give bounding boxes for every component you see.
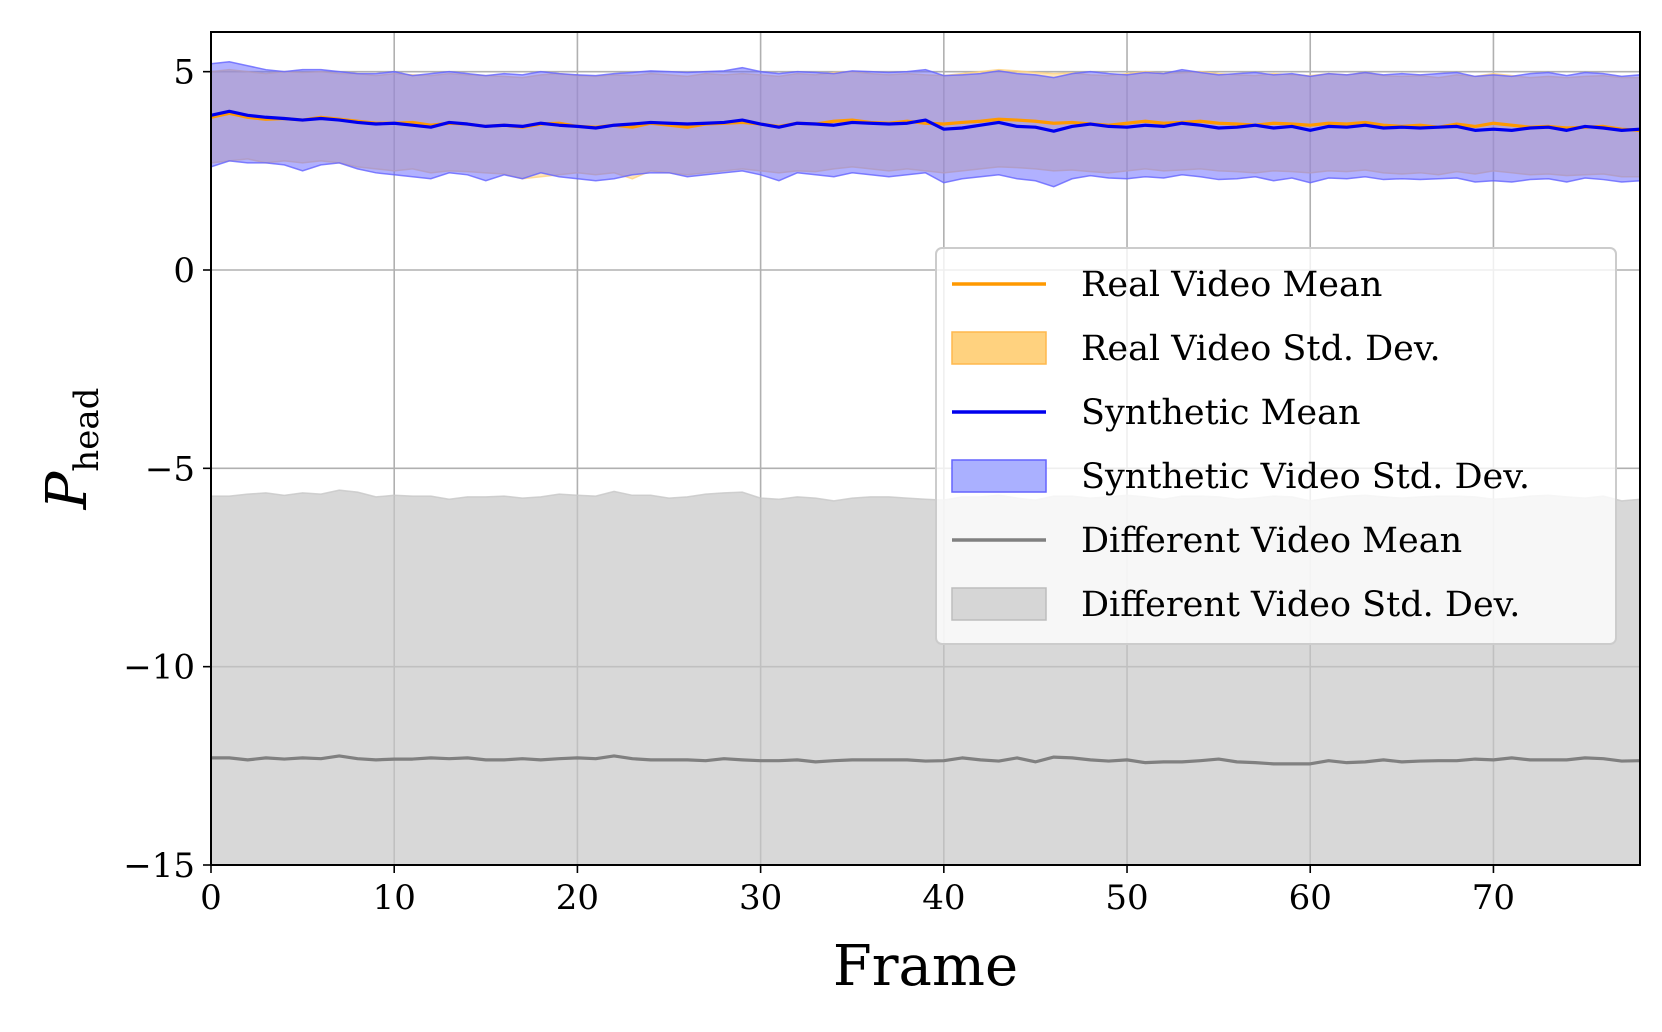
x-tick-label: 30 [739, 878, 782, 918]
y-axis-title-main: P [35, 470, 100, 510]
x-tick-label: 60 [1289, 878, 1332, 918]
legend-swatch-different-video-std-dev [951, 587, 1047, 621]
legend-label-real-video-mean: Real Video Mean [1081, 265, 1382, 305]
legend-label-synthetic-video-std-dev: Synthetic Video Std. Dev. [1081, 457, 1530, 497]
y-axis-title-subscript: head [67, 388, 107, 472]
mean-lines [210, 109, 1641, 766]
legend-swatch-synthetic-video-std-dev [951, 459, 1047, 493]
synthetic-mean-line [210, 109, 1641, 133]
y-tick-label: 0 [173, 251, 195, 291]
y-tick-label: −15 [123, 846, 195, 886]
legend-label-different-video-std-dev: Different Video Std. Dev. [1081, 585, 1520, 625]
x-tick-label: 40 [922, 878, 965, 918]
x-tick-label: 50 [1105, 878, 1148, 918]
plot-frame [210, 31, 1641, 866]
x-tick-label: 70 [1472, 878, 1515, 918]
legend-label-different-video-mean: Different Video Mean [1081, 521, 1462, 561]
different-video-mean-line [211, 754, 1641, 766]
legend-label-real-video-std-dev: Real Video Std. Dev. [1081, 329, 1441, 369]
y-tick-label: −5 [145, 449, 195, 489]
legend-swatch-real-video-std-dev [951, 331, 1047, 365]
legend: Real Video Mean Real Video Std. Dev. Synth… [935, 247, 1617, 645]
y-tick-label: −10 [123, 648, 195, 688]
x-tick-label: 10 [373, 878, 416, 918]
y-tick-label: 5 [173, 53, 195, 93]
x-axis-title: Frame [833, 934, 1018, 999]
x-tick-label: 0 [200, 878, 222, 918]
legend-label-synthetic-mean: Synthetic Mean [1081, 393, 1361, 433]
legend-box [935, 247, 1617, 645]
x-tick-label: 20 [556, 878, 599, 918]
y-axis-title: Phead [35, 388, 107, 511]
